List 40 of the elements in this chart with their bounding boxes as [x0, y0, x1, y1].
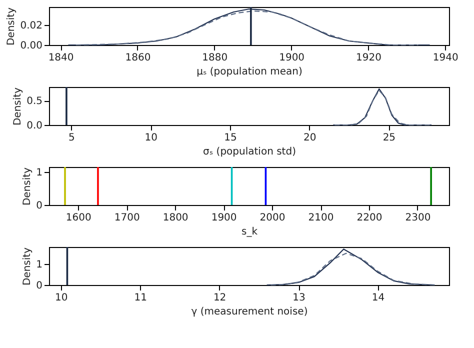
x-tick-label: 1900	[211, 212, 237, 224]
x-tick-label: 10	[55, 292, 68, 304]
x-axis-title: γ (measurement noise)	[191, 306, 308, 318]
x-axis-title: σₛ (population std)	[203, 146, 296, 158]
x-axis-title: μₛ (population mean)	[196, 66, 303, 78]
y-tick-label: 0	[36, 280, 42, 292]
y-tick-label: 0.00	[20, 40, 42, 52]
y-axis-title: Density	[12, 87, 24, 126]
x-tick-label: 1920	[356, 52, 382, 64]
x-tick-label: 1900	[279, 52, 305, 64]
x-tick-label: 1940	[432, 52, 458, 64]
x-tick-label: 1840	[48, 52, 74, 64]
x-tick-label: 15	[224, 132, 237, 144]
x-axis-title: s_k	[241, 226, 258, 238]
y-axis-title: Density	[6, 7, 18, 46]
y-tick-label: 0.0	[26, 120, 42, 132]
x-tick-label: 25	[382, 132, 396, 144]
x-tick-label: 5	[68, 132, 75, 144]
x-tick-label: 10	[144, 132, 158, 144]
x-tick-label: 1600	[66, 212, 92, 224]
y-tick-label: 1	[36, 167, 42, 178]
x-tick-label: 2000	[260, 212, 286, 224]
x-tick-label: 2200	[356, 212, 382, 224]
y-tick-label: 0	[36, 200, 42, 212]
x-tick-label: 1800	[162, 212, 188, 224]
x-tick-label: 11	[134, 292, 147, 304]
y-axis-title: Density	[22, 247, 34, 286]
x-tick-label: 1700	[114, 212, 140, 224]
y-tick-label: 0.5	[26, 96, 42, 108]
x-tick-label: 13	[292, 292, 306, 304]
x-tick-label: 1860	[125, 52, 151, 64]
x-tick-label: 20	[303, 132, 316, 144]
y-axis-title: Density	[22, 167, 34, 206]
x-tick-label: 14	[372, 292, 385, 304]
x-tick-label: 2300	[405, 212, 431, 224]
y-tick-label: 0.02	[20, 20, 42, 32]
x-tick-label: 12	[213, 292, 226, 304]
x-tick-label: 2100	[308, 212, 334, 224]
y-tick-label: 1	[36, 259, 42, 270]
x-tick-label: 1880	[202, 52, 228, 64]
